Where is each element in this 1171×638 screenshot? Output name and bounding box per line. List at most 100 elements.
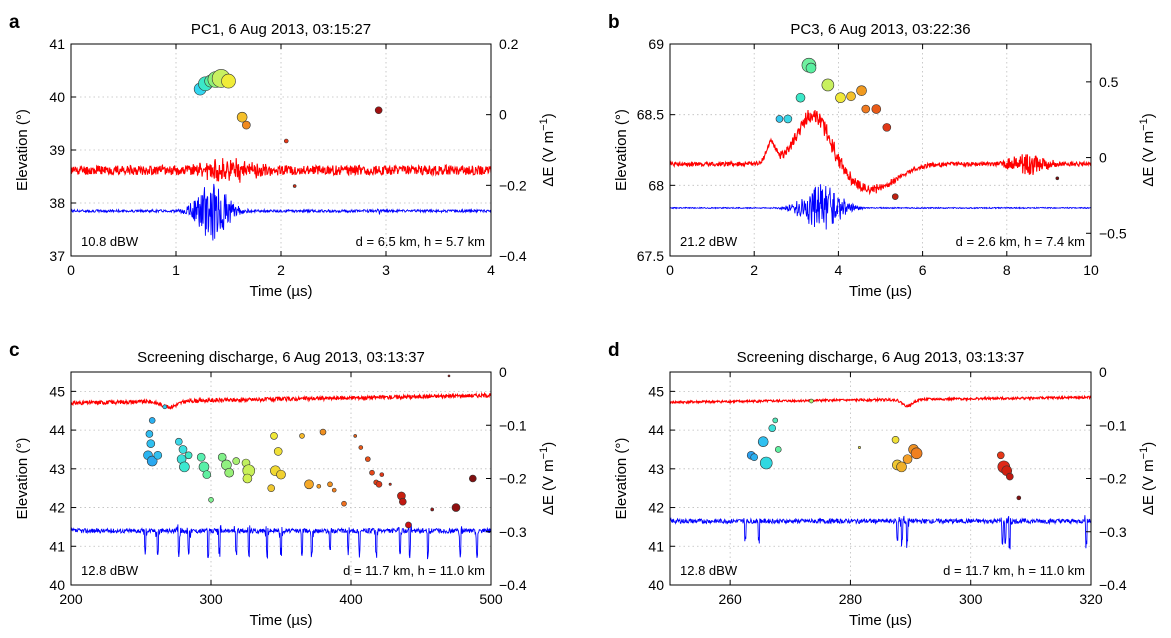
vhf-source-point (299, 433, 305, 439)
y-left-tick-label: 41 (648, 538, 664, 554)
vhf-source-point (270, 432, 278, 440)
x-tick-label: 2 (277, 262, 285, 278)
y-right-axis-label: ΔE (V m−1) (538, 113, 557, 186)
grid-lines (71, 44, 491, 256)
panel-label: b (608, 12, 620, 33)
y-right-tick-label: −0.3 (499, 524, 527, 540)
vhf-source-point (398, 497, 407, 506)
vhf-source-point (891, 435, 900, 444)
vhf-source-point (846, 91, 856, 102)
distance-height-annotation: d = 6.5 km, h = 5.7 km (356, 234, 485, 249)
plot-frame (669, 43, 1092, 257)
vhf-source-point (232, 457, 240, 465)
vhf-source-point (162, 404, 168, 410)
vhf-source-point (783, 114, 793, 124)
vhf-source-point (364, 456, 371, 462)
vhf-source-point (178, 445, 188, 454)
blue-waveform-line (670, 184, 1091, 230)
x-tick-label: 300 (199, 591, 223, 607)
x-tick-label: 4 (835, 262, 843, 278)
vhf-source-point (184, 451, 193, 460)
vhf-source-point (379, 472, 385, 477)
distance-height-annotation: d = 2.6 km, h = 7.4 km (956, 234, 1085, 249)
x-tick-label: 4 (487, 262, 495, 278)
vhf-source-point (871, 104, 882, 114)
y-left-tick-label: 39 (49, 142, 65, 158)
y-left-tick-label: 45 (648, 383, 664, 399)
vhf-source-point (179, 461, 190, 473)
vhf-source-point (202, 470, 212, 479)
y-left-tick-label: 44 (648, 422, 664, 438)
vhf-source-point (759, 456, 773, 470)
y-left-tick-label: 42 (648, 500, 664, 516)
vhf-source-point (153, 450, 163, 460)
y-left-axis-label: Elevation (°) (14, 109, 31, 191)
vhf-source-point (353, 434, 358, 438)
vhf-source-point (224, 467, 234, 478)
y-left-axis-label: Elevation (°) (14, 438, 31, 520)
vhf-source-point (267, 484, 276, 492)
vhf-source-point (768, 424, 777, 432)
y-left-tick-label: 67.5 (637, 248, 664, 264)
vhf-source-point (430, 507, 435, 512)
chart-panel-a: 0 1 2 3 4 37 38 39 40 41 −0.4 −0.2 0 0.2 PC1, 6 Aug 20… (9, 12, 557, 300)
x-axis-label: Time (µs) (249, 283, 312, 300)
y-left-tick-label: 42 (49, 500, 65, 516)
chart-panel-c: 200 300 400 500 40 41 42 43 44 45 −0.4 −0.3 −0.2 −0.1… (9, 340, 557, 629)
x-tick-label: 0 (67, 262, 75, 278)
y-right-tick-label: −0.3 (1099, 524, 1127, 540)
vhf-source-point (856, 85, 867, 96)
vhf-source-point (1006, 472, 1014, 481)
y-right-axis-label: ΔE (V m−1) (538, 442, 557, 515)
x-tick-label: 0 (666, 262, 674, 278)
chart-panel-d: 260 280 300 320 40 41 42 43 44 45 −0.4 −0.3 −0.2 −0.1… (608, 340, 1157, 629)
grid-lines (670, 372, 1091, 585)
blue-waveform-line (670, 515, 1091, 550)
y-right-tick-label: −0.4 (1099, 577, 1127, 593)
vhf-source-point (405, 521, 412, 529)
y-right-tick-label: −0.5 (1099, 225, 1127, 241)
vhf-source-point (375, 481, 383, 488)
panel-label: c (9, 340, 20, 361)
x-tick-label: 320 (1079, 591, 1103, 607)
y-left-tick-label: 68 (648, 177, 664, 193)
y-left-tick-label: 37 (49, 248, 65, 264)
y-right-tick-label: 0 (499, 107, 507, 123)
y-left-axis-label: Elevation (°) (613, 109, 630, 191)
x-tick-label: 500 (479, 591, 503, 607)
plot-frame (669, 371, 1092, 586)
red-waveform-line (670, 109, 1091, 196)
chart-title: PC3, 6 Aug 2013, 03:22:36 (790, 21, 970, 38)
vhf-source-point (327, 481, 333, 488)
x-axis-label: Time (µs) (249, 612, 312, 629)
vhf-source-point (221, 73, 236, 89)
y-right-axis-label: ΔE (V m−1) (1138, 442, 1157, 515)
vhf-source-point (304, 479, 314, 490)
y-right-tick-label: 0 (1099, 150, 1107, 166)
vhf-source-point (236, 111, 248, 123)
vhf-source-point (996, 451, 1005, 460)
vhf-source-point (835, 92, 846, 104)
y-left-axis-label: Elevation (°) (613, 438, 630, 520)
vhf-source-point (805, 62, 817, 74)
x-tick-label: 280 (839, 591, 863, 607)
chart-title: Screening discharge, 6 Aug 2013, 03:13:3… (737, 349, 1025, 366)
vhf-source-point (750, 453, 759, 462)
x-tick-label: 1 (172, 262, 180, 278)
y-right-tick-label: −0.2 (499, 471, 527, 487)
chart-title: Screening discharge, 6 Aug 2013, 03:13:3… (137, 349, 425, 366)
vhf-source-point (861, 104, 871, 114)
vhf-source-point (1055, 176, 1060, 181)
vhf-source-point (447, 374, 451, 378)
vhf-source-point (242, 120, 251, 130)
y-left-tick-label: 38 (49, 195, 65, 211)
y-right-tick-label: 0.5 (1099, 74, 1119, 90)
x-tick-label: 3 (382, 262, 390, 278)
y-left-tick-label: 43 (648, 461, 664, 477)
y-left-tick-label: 45 (49, 383, 65, 399)
vhf-source-point (821, 78, 835, 92)
y-right-axis-label: ΔE (V m−1) (1138, 113, 1157, 186)
y-right-tick-label: −0.1 (499, 417, 527, 433)
chart-title: PC1, 6 Aug 2013, 03:15:27 (191, 21, 371, 38)
